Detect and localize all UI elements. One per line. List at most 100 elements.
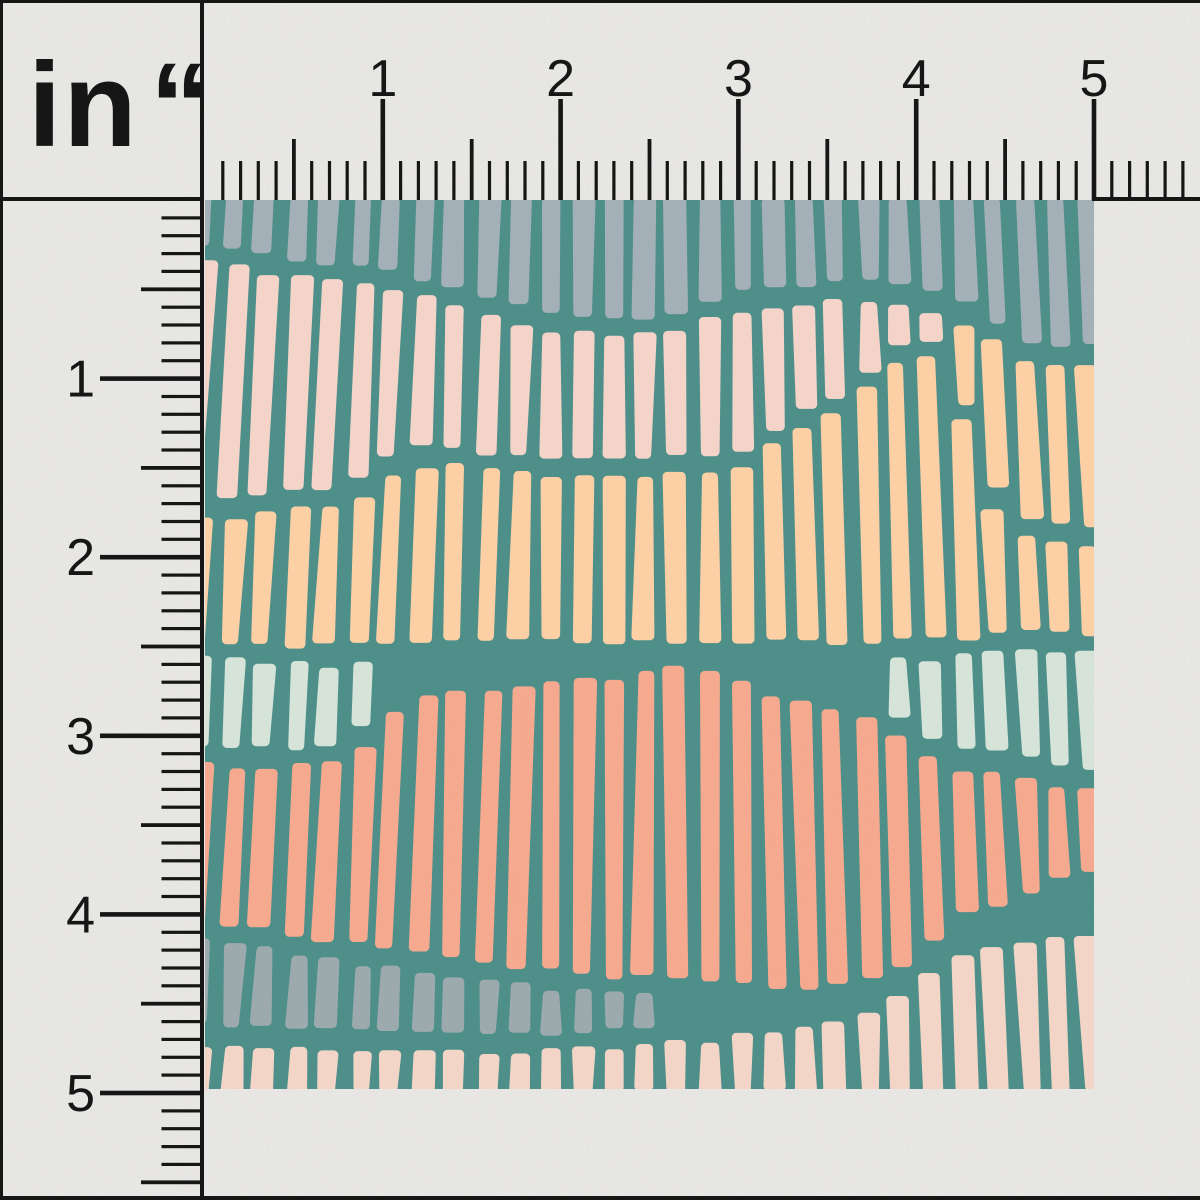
horizontal-ruler-tick bbox=[683, 161, 687, 200]
horizontal-ruler-tick bbox=[754, 161, 758, 200]
unit-quote-mark: “ bbox=[150, 38, 212, 172]
fabric-stripe-mint bbox=[1074, 650, 1094, 770]
fabric-stripe-slate-gray bbox=[983, 200, 1006, 324]
fabric-stripe-peach bbox=[251, 511, 277, 644]
vertical-ruler-tick bbox=[161, 841, 202, 845]
horizontal-ruler-tick bbox=[896, 161, 900, 200]
fabric-stripe-blush-pink bbox=[822, 299, 845, 399]
fabric-stripe-salmon bbox=[542, 681, 560, 969]
fabric-stripe-slate-gray bbox=[223, 200, 243, 249]
vertical-ruler-baseline bbox=[200, 0, 204, 1196]
horizontal-ruler-tick bbox=[1091, 99, 1097, 200]
horizontal-ruler-number: 2 bbox=[546, 50, 575, 108]
fabric-stripe-salmon bbox=[205, 762, 215, 918]
vertical-ruler-tick bbox=[141, 287, 202, 292]
horizontal-ruler-tick bbox=[1181, 161, 1185, 200]
fabric-stripe-pale-pink bbox=[442, 1049, 465, 1089]
vertical-ruler-number: 4 bbox=[66, 886, 95, 944]
horizontal-ruler-tick bbox=[1110, 161, 1114, 200]
fabric-stripe-peach bbox=[284, 506, 312, 649]
horizontal-ruler-tick bbox=[416, 161, 420, 200]
horizontal-ruler-tick bbox=[239, 161, 243, 200]
fabric-stripe-mint bbox=[351, 661, 373, 727]
vertical-ruler-number: 1 bbox=[66, 351, 95, 409]
horizontal-ruler-tick bbox=[825, 139, 830, 200]
fabric-stripe-slate-gray bbox=[733, 200, 751, 290]
fabric-stripe-salmon bbox=[219, 768, 246, 927]
horizontal-ruler-number: 5 bbox=[1080, 50, 1109, 108]
vertical-ruler-tick bbox=[141, 1180, 202, 1185]
fabric-stripe-blush-pink bbox=[792, 305, 818, 409]
fabric-stripe-slate-gray bbox=[698, 200, 722, 302]
vertical-ruler-tick bbox=[161, 323, 202, 327]
vertical-ruler-tick bbox=[161, 662, 202, 666]
fabric-stripe-peach bbox=[349, 497, 376, 643]
fabric-stripe-salmon bbox=[983, 771, 1008, 907]
horizontal-ruler-tick bbox=[932, 161, 936, 200]
fabric-stripe-peach bbox=[540, 477, 562, 640]
fabric-stripe-pale-pink bbox=[220, 1045, 244, 1089]
fabric-stripe-blush-pink bbox=[888, 304, 911, 346]
vertical-ruler-tick bbox=[161, 412, 202, 416]
vertical-ruler-tick bbox=[161, 359, 202, 363]
fabric-stripe-gray-blue bbox=[479, 979, 500, 1034]
fabric-stripe-blush-pink bbox=[919, 313, 944, 342]
frame-left-line bbox=[0, 0, 3, 1200]
horizontal-ruler-tick bbox=[327, 161, 332, 200]
fabric-stripe-salmon bbox=[821, 709, 848, 984]
vertical-ruler-tick bbox=[161, 609, 202, 613]
fabric-stripe-blush-pink bbox=[1015, 361, 1044, 520]
horizontal-ruler-tick bbox=[1003, 139, 1007, 200]
fabric-stripe-blush-pink bbox=[732, 312, 755, 452]
vertical-ruler-tick bbox=[161, 859, 202, 863]
horizontal-ruler-baseline bbox=[1092, 197, 1200, 201]
horizontal-ruler-tick bbox=[736, 99, 741, 200]
fabric-stripe-peach bbox=[887, 362, 912, 639]
vertical-ruler-tick bbox=[161, 716, 202, 720]
horizontal-ruler-tick bbox=[541, 161, 545, 200]
fabric-stripe-peach bbox=[602, 475, 626, 645]
fabric-stripe-pale-pink bbox=[540, 1048, 562, 1089]
fabric-stripe-peach bbox=[1017, 535, 1041, 630]
fabric-stripe-mint bbox=[955, 653, 976, 749]
unit-label: in bbox=[28, 38, 139, 172]
horizontal-ruler-tick bbox=[558, 99, 563, 200]
fabric-stripe-gray-blue bbox=[313, 957, 340, 1029]
fabric-stripe-peach bbox=[951, 419, 981, 641]
fabric-stripe-peach bbox=[820, 413, 848, 645]
fabric-stripe-salmon bbox=[630, 670, 655, 975]
fabric-stripe-gray-blue bbox=[441, 977, 465, 1033]
fabric-stripe-blush-pink bbox=[205, 260, 219, 438]
fabric-stripe-peach bbox=[980, 509, 1007, 633]
fabric-stripe-pale-pink bbox=[980, 947, 1009, 1089]
fabric-stripe-peach bbox=[572, 475, 595, 644]
fabric-stripe-peach bbox=[631, 476, 655, 641]
vertical-ruler-tick bbox=[161, 984, 202, 988]
vertical-ruler-tick bbox=[161, 805, 202, 809]
vertical-ruler-tick bbox=[141, 1001, 202, 1006]
horizontal-ruler-tick bbox=[345, 161, 349, 200]
vertical-ruler-tick bbox=[161, 305, 202, 309]
vertical-ruler-tick bbox=[161, 573, 202, 577]
vertical-ruler-tick bbox=[100, 733, 202, 739]
vertical-ruler-tick bbox=[161, 234, 202, 238]
fabric-stripe-salmon bbox=[442, 690, 466, 958]
fabric-stripe-slate-gray bbox=[413, 200, 435, 282]
vertical-ruler-tick bbox=[161, 752, 202, 756]
fabric-stripe-pale-pink bbox=[763, 1032, 786, 1089]
fabric-stripe-salmon bbox=[408, 695, 439, 952]
horizontal-ruler-tick bbox=[487, 161, 492, 200]
vertical-ruler-tick bbox=[161, 627, 202, 631]
fabric-stripe-gray-blue bbox=[633, 992, 655, 1029]
fabric-stripe-slate-gray bbox=[251, 200, 274, 254]
fabric-stripe-slate-gray bbox=[1077, 200, 1094, 344]
horizontal-ruler-tick bbox=[1145, 161, 1149, 200]
vertical-ruler-tick bbox=[161, 1145, 202, 1149]
fabric-stripe-blush-pink bbox=[953, 325, 975, 406]
vertical-ruler-tick bbox=[161, 502, 202, 506]
vertical-ruler-tick bbox=[161, 1162, 202, 1166]
fabric-stripe-blush-pink bbox=[409, 295, 437, 446]
fabric-stripe-blush-pink bbox=[539, 332, 563, 459]
fabric-stripe-salmon bbox=[1014, 777, 1040, 894]
